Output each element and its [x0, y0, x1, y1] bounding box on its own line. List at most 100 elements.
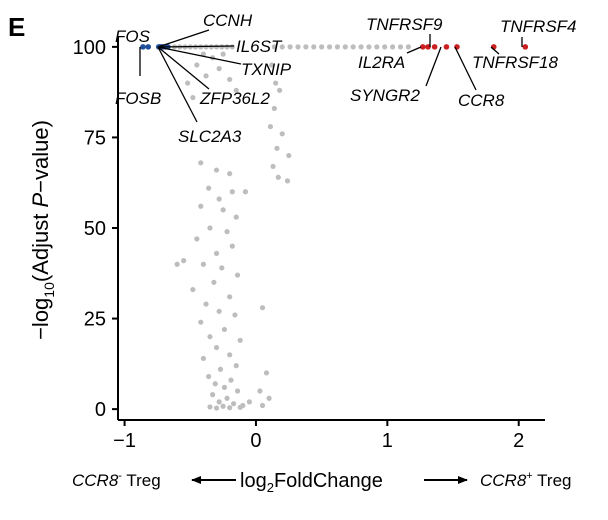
- data-point: [389, 44, 396, 50]
- data-point: [287, 44, 293, 50]
- data-point: [237, 337, 243, 343]
- data-point: [207, 404, 213, 410]
- data-point: [234, 388, 241, 394]
- data-point: [221, 326, 228, 333]
- y-axis-title: −log10(Adjust P−value): [28, 120, 57, 340]
- data-point: [200, 355, 206, 362]
- panel-label: E: [8, 12, 25, 42]
- data-point: [233, 87, 239, 93]
- data-point: [203, 73, 209, 79]
- series-2: [420, 44, 529, 50]
- data-point: [263, 370, 270, 376]
- data-point: [227, 76, 233, 83]
- data-point: [303, 44, 309, 50]
- data-point: [219, 265, 225, 271]
- data-point: [279, 44, 285, 50]
- y-tick-label: 25: [84, 309, 106, 331]
- data-point: [216, 308, 222, 314]
- data-point: [232, 312, 238, 318]
- data-point: [366, 44, 372, 50]
- data-point: [216, 399, 222, 405]
- data-points: [140, 44, 529, 411]
- data-point: [319, 44, 325, 50]
- x-tick-label: −1: [113, 430, 136, 452]
- data-point: [206, 373, 212, 380]
- y-tick-label: 0: [95, 399, 106, 421]
- data-point: [231, 401, 237, 407]
- gene-label-syngr2: SYNGR2: [350, 86, 420, 105]
- data-point: [209, 392, 216, 398]
- data-point: [227, 171, 233, 177]
- gene-label-ccr8: CCR8: [458, 91, 505, 110]
- data-point: [217, 366, 224, 372]
- data-point: [227, 405, 233, 411]
- data-point: [334, 44, 341, 50]
- data-point: [277, 87, 283, 93]
- data-point: [228, 377, 234, 383]
- leader-line-il2ra: [406, 46, 422, 54]
- data-point: [224, 229, 230, 235]
- data-point: [229, 189, 235, 195]
- data-point: [213, 344, 220, 351]
- gene-label-fosb: FOSB: [115, 89, 161, 108]
- data-point: [221, 384, 228, 390]
- data-point: [269, 62, 275, 68]
- y-tick-label: 100: [73, 37, 106, 59]
- data-point: [220, 207, 226, 213]
- gene-label-tnfrsf9: TNFRSF9: [366, 15, 443, 34]
- data-point: [211, 279, 217, 285]
- leader-line-slc2a3: [157, 46, 198, 123]
- gene-labels: FOS CCNH IL6ST TXNIP FOSB ZFP36L2 SLC2A3…: [115, 11, 577, 146]
- data-point: [259, 402, 266, 409]
- gene-label-il2ra: IL2RA: [358, 53, 405, 72]
- data-point: [374, 44, 380, 50]
- data-point: [311, 44, 317, 50]
- point-syngr2: [443, 44, 450, 50]
- data-point: [274, 145, 280, 151]
- data-point: [190, 94, 196, 101]
- data-point: [342, 44, 348, 50]
- gene-label-fos: FOS: [115, 27, 151, 46]
- gene-label-tnfrsf18: TNFRSF18: [472, 53, 559, 72]
- gene-label-tnfrsf4: TNFRSF4: [500, 17, 577, 36]
- leader-line-il6st: [157, 45, 235, 48]
- data-point: [242, 189, 249, 195]
- data-point: [286, 152, 292, 159]
- x-tick-label: 1: [382, 430, 393, 452]
- data-point: [259, 305, 266, 311]
- data-point: [213, 405, 220, 411]
- data-point: [229, 44, 235, 50]
- data-point: [181, 258, 187, 264]
- point-tnfrsf4: [522, 44, 529, 50]
- data-point: [212, 381, 218, 387]
- right-group-label: CCR8+ Treg: [480, 470, 571, 490]
- series-0: [171, 44, 411, 411]
- data-point: [227, 294, 233, 300]
- data-point: [200, 261, 206, 267]
- data-point: [194, 62, 200, 68]
- y-tick-label: 50: [84, 218, 106, 240]
- data-point: [382, 44, 388, 50]
- data-point: [185, 80, 191, 86]
- data-point: [190, 286, 196, 293]
- data-point: [224, 395, 230, 401]
- data-point: [216, 66, 222, 72]
- data-point: [358, 44, 364, 50]
- gene-label-il6st: IL6ST: [236, 37, 283, 56]
- data-point: [227, 352, 233, 358]
- data-point: [275, 174, 281, 180]
- data-point: [397, 44, 404, 50]
- data-point: [233, 363, 239, 369]
- data-point: [174, 261, 180, 267]
- data-point: [213, 250, 220, 256]
- gene-leader-lines: [139, 29, 523, 123]
- data-point: [234, 272, 241, 278]
- gene-label-slc2a3: SLC2A3: [178, 127, 242, 146]
- data-point: [216, 196, 222, 202]
- data-point: [219, 44, 225, 50]
- data-point: [207, 334, 213, 340]
- data-point: [207, 225, 213, 231]
- data-point: [206, 185, 212, 191]
- leader-line-zfp36l2: [157, 46, 210, 90]
